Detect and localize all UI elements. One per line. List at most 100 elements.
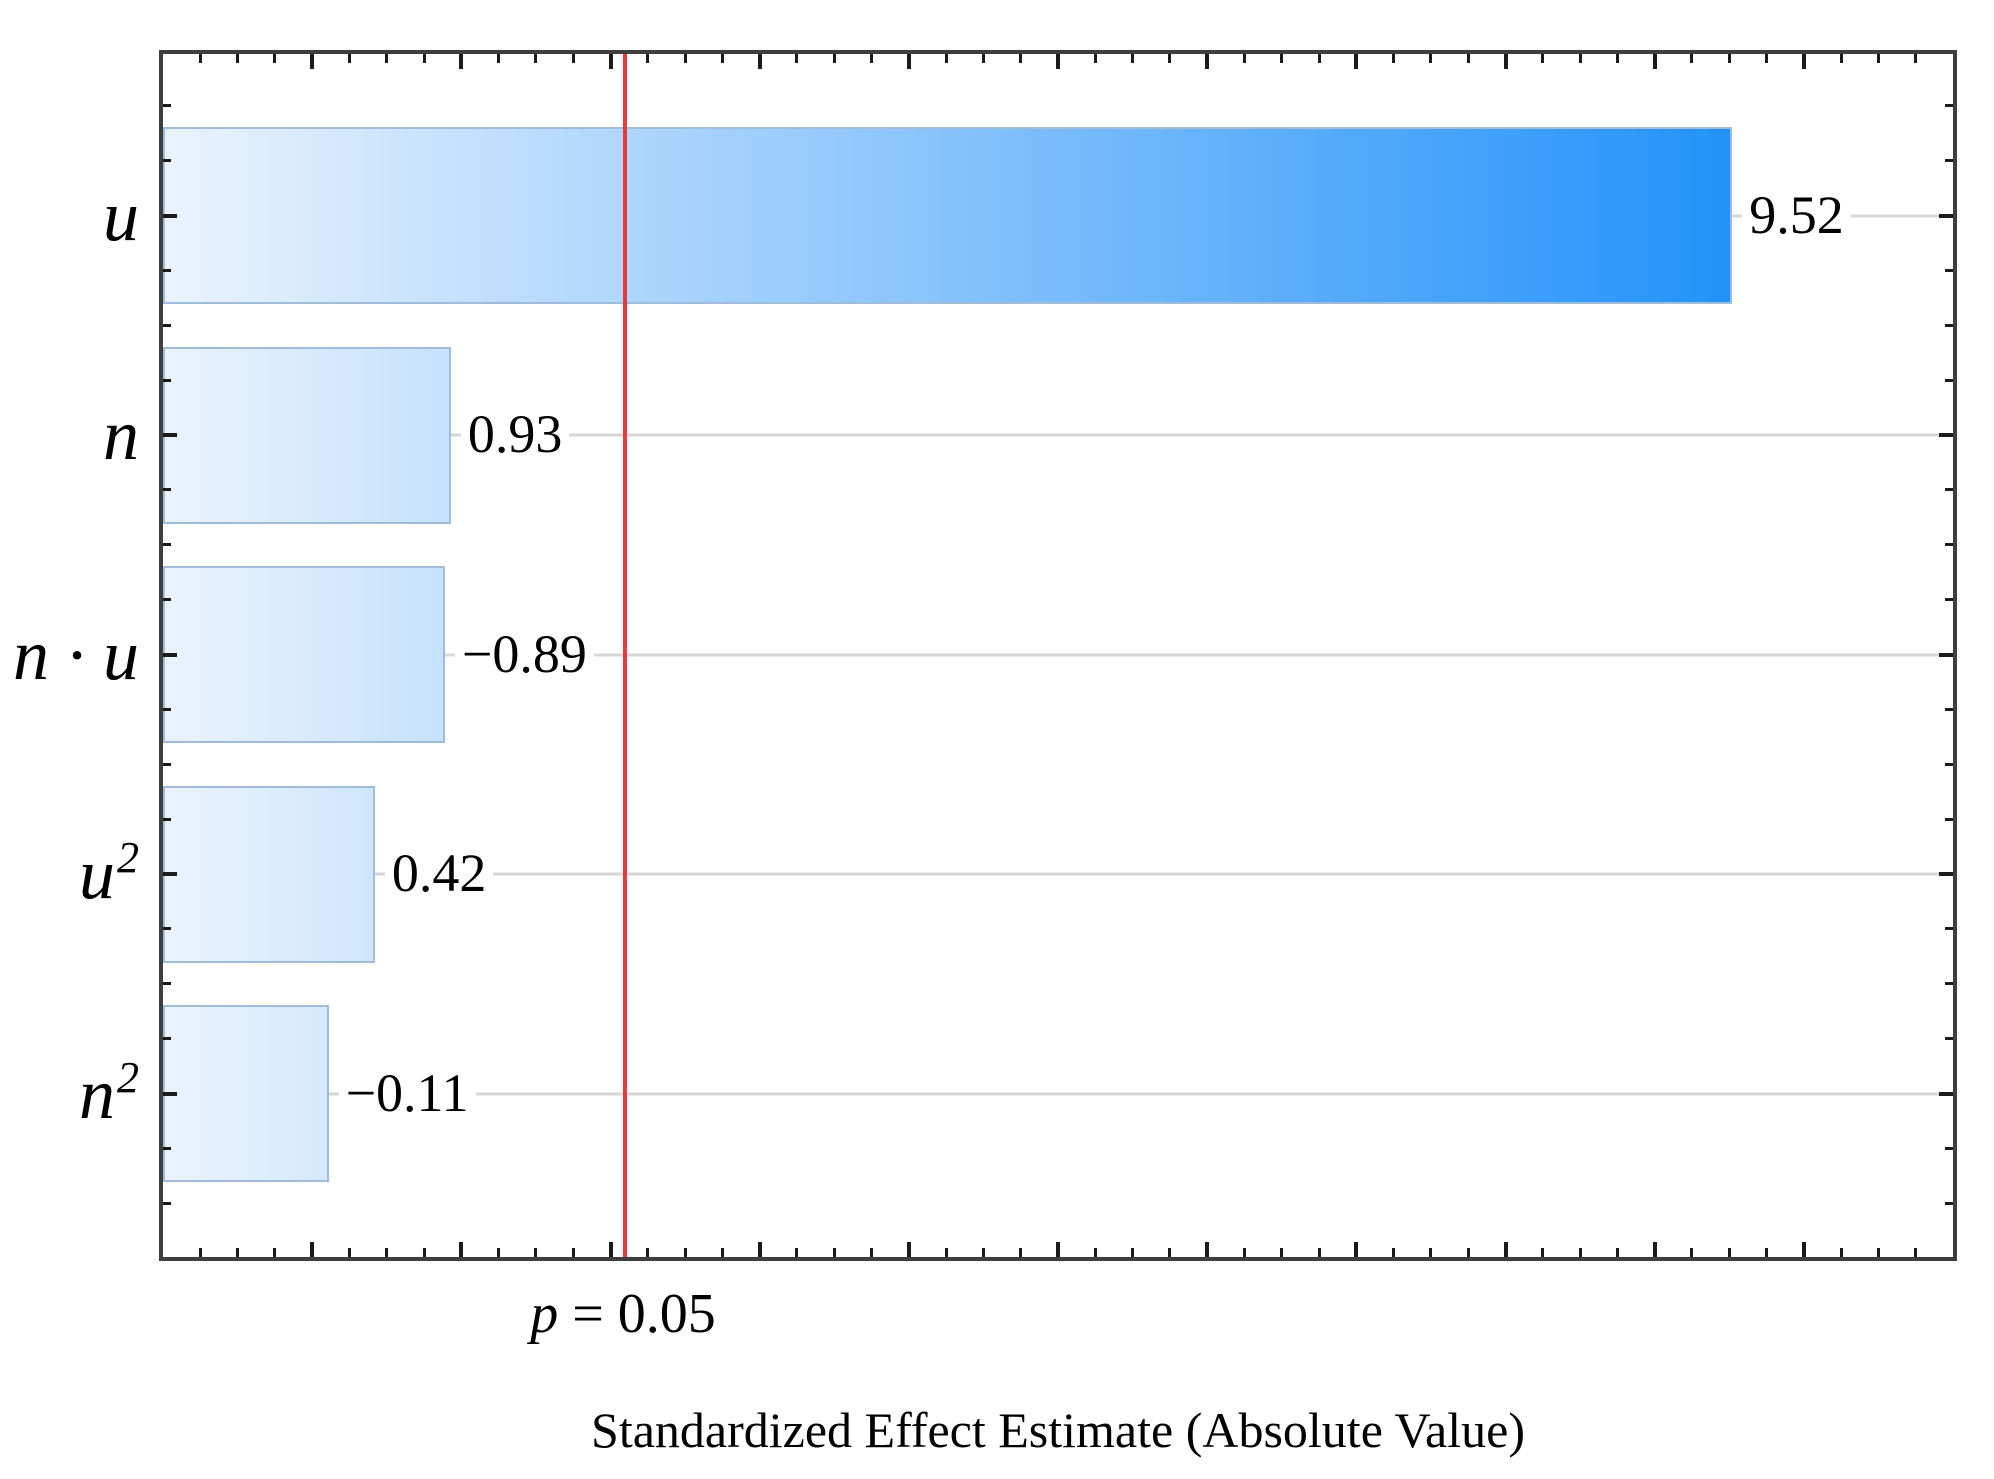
x-axis-tick xyxy=(1765,1248,1769,1257)
x-axis-tick xyxy=(870,1248,874,1257)
x-axis-tick xyxy=(1541,1248,1545,1257)
x-axis-top-tick xyxy=(1093,54,1097,63)
value-label-n: 0.93 xyxy=(460,402,570,465)
y-axis-tick xyxy=(163,323,171,327)
x-axis-tick xyxy=(1876,1248,1880,1257)
x-axis-tick xyxy=(1727,1248,1731,1257)
x-axis-tick xyxy=(422,1248,426,1257)
plot-area: 9.52 0.93 −0.89 0.42 −0.11 xyxy=(159,50,1957,1261)
x-axis-tick xyxy=(720,1248,724,1257)
bar-n xyxy=(163,346,451,524)
x-axis-tick xyxy=(273,1248,277,1257)
x-axis-tick xyxy=(1168,1248,1172,1257)
category-label-text: n xyxy=(79,1053,115,1134)
significance-label-value: = 0.05 xyxy=(572,1283,716,1345)
value-leader-line xyxy=(450,433,1953,437)
x-axis-top-tick xyxy=(944,54,948,63)
x-axis-tick xyxy=(497,1248,501,1257)
y-axis-right-tick xyxy=(1945,488,1953,492)
y-axis-tick xyxy=(163,982,171,986)
x-axis-tick xyxy=(1466,1248,1470,1257)
y-axis-right-tick xyxy=(1945,927,1953,931)
value-label-u2: 0.42 xyxy=(384,841,494,904)
x-axis-tick xyxy=(757,1242,762,1257)
x-axis-tick xyxy=(385,1248,389,1257)
x-axis-tick xyxy=(1839,1248,1843,1257)
x-axis-top-tick xyxy=(1801,54,1806,69)
x-axis-tick xyxy=(1392,1248,1396,1257)
x-axis-tick xyxy=(1242,1248,1246,1257)
value-leader-line xyxy=(444,653,1953,656)
y-axis-right-tick xyxy=(1939,433,1953,437)
y-axis-right-tick xyxy=(1939,652,1953,657)
x-axis-top-tick xyxy=(1615,54,1619,63)
x-axis-tick xyxy=(1354,1242,1359,1257)
x-axis-tick xyxy=(608,1242,613,1257)
x-axis-tick xyxy=(1652,1242,1657,1257)
y-axis-right-tick xyxy=(1945,1037,1953,1041)
x-axis-top-tick xyxy=(1652,54,1657,69)
x-axis-top-tick xyxy=(1280,54,1284,63)
y-axis-right-tick xyxy=(1945,1201,1953,1205)
x-axis-tick xyxy=(534,1248,538,1257)
significance-label-var: p xyxy=(530,1283,559,1345)
y-axis-tick xyxy=(163,762,171,766)
x-axis-tick xyxy=(1205,1242,1210,1257)
x-axis-tick xyxy=(1131,1248,1135,1257)
y-axis-right-tick xyxy=(1945,378,1953,382)
category-label-n: n xyxy=(0,399,139,471)
y-axis-tick xyxy=(163,543,171,547)
x-axis-tick xyxy=(1429,1248,1433,1257)
x-axis-tick xyxy=(571,1248,575,1257)
x-axis-top-tick xyxy=(683,54,687,63)
x-axis-tick xyxy=(1280,1248,1284,1257)
x-axis-tick xyxy=(1056,1242,1060,1257)
x-axis-top-tick xyxy=(422,54,426,63)
x-axis-tick xyxy=(646,1248,650,1257)
x-axis-tick xyxy=(683,1248,687,1257)
x-axis-top-tick xyxy=(1392,54,1396,63)
value-leader-line xyxy=(374,872,1953,876)
category-label-n-u: n · u xyxy=(0,619,139,691)
x-axis-tick xyxy=(1615,1248,1619,1257)
category-label-text: u xyxy=(103,175,139,256)
category-label-n2: n2 xyxy=(0,1055,139,1130)
bar-u2 xyxy=(163,785,375,963)
y-axis-right-tick xyxy=(1945,323,1953,327)
x-axis-tick xyxy=(1503,1242,1508,1257)
y-axis-right-tick xyxy=(1939,213,1953,218)
x-axis-top-tick xyxy=(1765,54,1769,63)
x-axis-tick xyxy=(1093,1248,1097,1257)
y-axis-tick xyxy=(163,598,171,602)
x-axis-tick xyxy=(459,1242,464,1257)
x-axis-top-tick xyxy=(497,54,501,63)
y-axis-right-tick xyxy=(1945,817,1953,821)
x-axis-top-tick xyxy=(347,54,351,63)
x-axis-top-tick xyxy=(1876,54,1880,63)
x-axis-top-tick xyxy=(571,54,575,63)
y-axis-right-tick xyxy=(1945,104,1953,108)
x-axis-top-tick xyxy=(1056,54,1060,69)
x-axis-tick xyxy=(1914,1248,1918,1257)
x-axis-top-tick xyxy=(198,54,202,63)
bar-n-u xyxy=(163,566,445,743)
x-axis-top-tick xyxy=(1541,54,1545,63)
x-axis-tick xyxy=(795,1248,799,1257)
y-axis-right-tick xyxy=(1945,159,1953,163)
y-axis-right-tick xyxy=(1945,707,1953,711)
category-label-u: u xyxy=(0,180,139,252)
x-axis-tick xyxy=(981,1248,985,1257)
y-axis-tick xyxy=(163,268,171,272)
y-axis-right-tick xyxy=(1945,1146,1953,1150)
x-axis-tick xyxy=(198,1248,202,1257)
x-axis-tick xyxy=(1019,1248,1023,1257)
y-axis-right-tick xyxy=(1945,268,1953,272)
y-axis-tick xyxy=(163,159,171,163)
x-axis-top-tick xyxy=(608,54,613,69)
significance-label: p = 0.05 xyxy=(530,1283,716,1346)
x-axis-top-tick xyxy=(1914,54,1918,63)
y-axis-right-tick xyxy=(1945,982,1953,986)
bar-n2 xyxy=(163,1005,329,1182)
y-axis-right-tick xyxy=(1945,762,1953,766)
y-axis-tick xyxy=(163,378,171,382)
